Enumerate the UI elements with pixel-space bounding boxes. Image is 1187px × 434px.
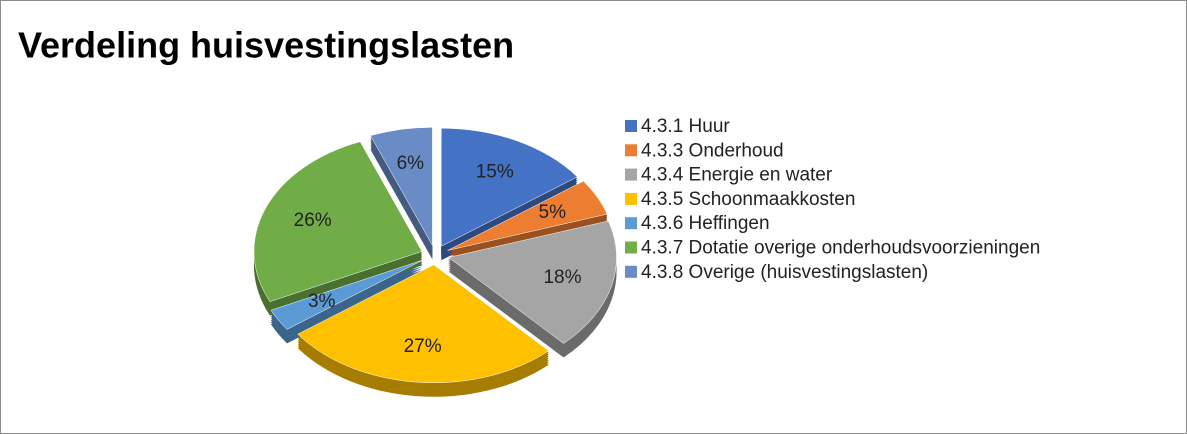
- legend-swatch: [625, 120, 637, 132]
- legend-swatch: [625, 144, 637, 157]
- legend-label: 4.3.8 Overige (huisvestingslasten): [641, 262, 928, 283]
- data-label: 3%: [308, 291, 336, 312]
- legend-label: 4.3.4 Energie en water: [641, 165, 833, 186]
- chart-title: Verdeling huisvestingslasten: [18, 25, 514, 66]
- data-label: 26%: [294, 210, 332, 231]
- data-label: 6%: [397, 153, 425, 174]
- slice: [297, 264, 550, 384]
- legend-label: 4.3.1 Huur: [641, 116, 730, 137]
- slice: [447, 220, 617, 344]
- slice: [447, 180, 608, 251]
- slice: [270, 259, 424, 330]
- slice: [253, 141, 423, 302]
- legend-swatch: [625, 192, 637, 205]
- slice: [370, 127, 433, 247]
- data-label: 18%: [543, 267, 581, 288]
- legend-label: 4.3.3 Onderhoud: [641, 140, 784, 161]
- slice: [441, 127, 578, 247]
- legend: 4.3.1 Huur 4.3.3 Onderhoud 4.3.4 Energie e…: [625, 116, 1040, 283]
- legend-label: 4.3.5 Schoonmaakkosten: [641, 189, 855, 210]
- legend-swatch: [625, 241, 637, 254]
- pie: 15% 5% 18% 27% 3% 26% 6%: [253, 127, 617, 397]
- legend-swatch: [625, 265, 637, 278]
- legend-swatch: [625, 217, 637, 230]
- legend-label: 4.3.6 Heffingen: [641, 213, 770, 234]
- legend-swatch: [625, 168, 637, 181]
- legend-label: 4.3.7 Dotatie overige onderhoudsvoorzien…: [641, 238, 1040, 259]
- data-label: 5%: [539, 202, 567, 223]
- data-label: 27%: [404, 336, 442, 357]
- data-label: 15%: [476, 162, 514, 183]
